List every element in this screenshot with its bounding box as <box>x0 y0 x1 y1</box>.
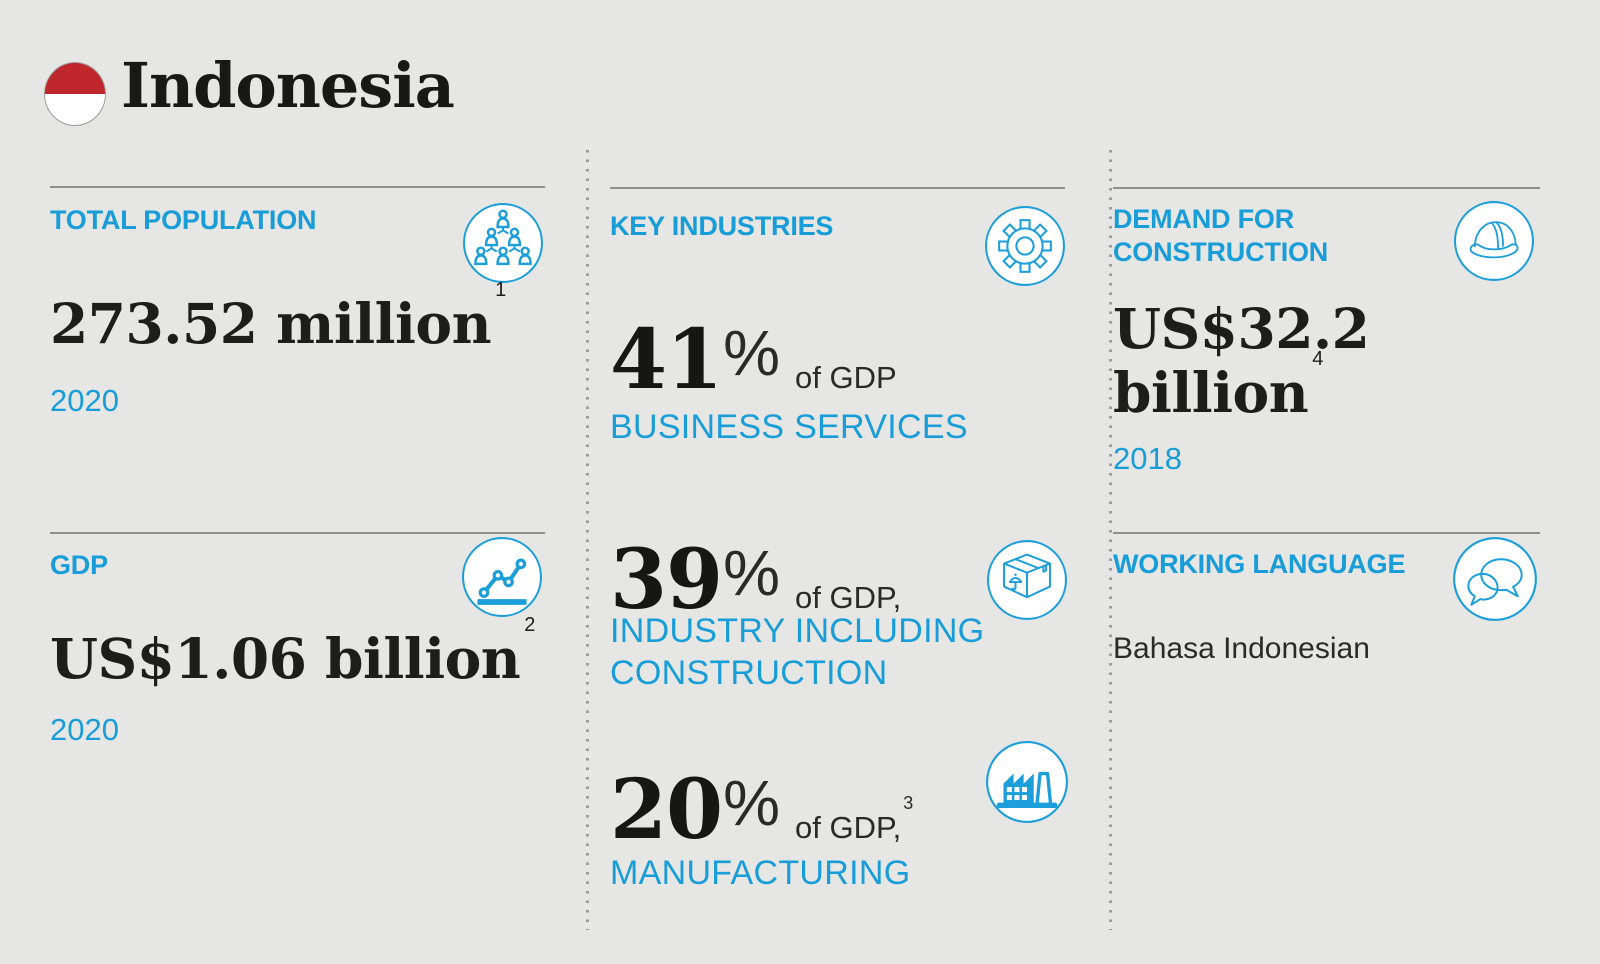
footnote-marker: 3 <box>903 792 914 813</box>
dotted-divider <box>1109 150 1112 930</box>
population-value: 273.52 million1 <box>50 278 507 356</box>
footnote-marker: 1 <box>495 278 507 301</box>
speech-bubbles-icon <box>1452 536 1538 622</box>
factory-icon <box>985 740 1069 824</box>
working-language-label: WORKING LANGUAGE <box>1113 549 1406 579</box>
percent-value: 39 <box>610 532 723 628</box>
hard-hat-icon <box>1453 200 1535 282</box>
gdp-value: US$1.06 billion2 <box>50 613 536 691</box>
population-year: 2020 <box>50 383 119 418</box>
divider <box>610 187 1065 189</box>
construction-demand-year: 2018 <box>1113 441 1182 476</box>
page-title: Indonesia <box>121 49 455 122</box>
divider <box>1113 187 1540 189</box>
industry-stat: 20% of GDP,3 <box>610 762 914 858</box>
dotted-divider <box>586 150 589 930</box>
percent-sign: % <box>723 537 781 609</box>
industry-stat: 41% of GDP <box>610 312 897 408</box>
total-population-label: TOTAL POPULATION <box>50 205 317 235</box>
people-network-icon <box>462 202 544 284</box>
gdp-year: 2020 <box>50 712 119 747</box>
divider <box>50 532 545 534</box>
line-chart-icon <box>461 536 543 618</box>
industry-stat: 39% of GDP, <box>610 532 902 628</box>
divider <box>50 186 545 188</box>
key-industries-label: KEY INDUSTRIES <box>610 211 834 241</box>
industry-name: BUSINESS SERVICES <box>610 408 968 446</box>
footnote-marker: 2 <box>524 613 536 636</box>
percent-value: 41 <box>610 312 723 408</box>
construction-demand-label: DEMAND FOR CONSTRUCTION <box>1113 204 1329 267</box>
footnote-marker: 4 <box>1312 348 1324 371</box>
percent-sign: % <box>723 767 781 839</box>
indonesia-flag-icon <box>44 62 106 126</box>
percent-sign: % <box>723 317 781 389</box>
industry-name: INDUSTRY INCLUDING CONSTRUCTION <box>610 612 985 693</box>
industry-name: MANUFACTURING <box>610 854 911 892</box>
construction-demand-value: US$32.2 billion4 <box>1113 296 1370 426</box>
divider <box>1113 532 1540 534</box>
gdp-label: GDP <box>50 550 108 580</box>
package-box-icon <box>986 539 1068 621</box>
working-language-value: Bahasa Indonesian <box>1113 632 1370 665</box>
percent-value: 20 <box>610 762 723 858</box>
gear-icon <box>984 205 1066 287</box>
